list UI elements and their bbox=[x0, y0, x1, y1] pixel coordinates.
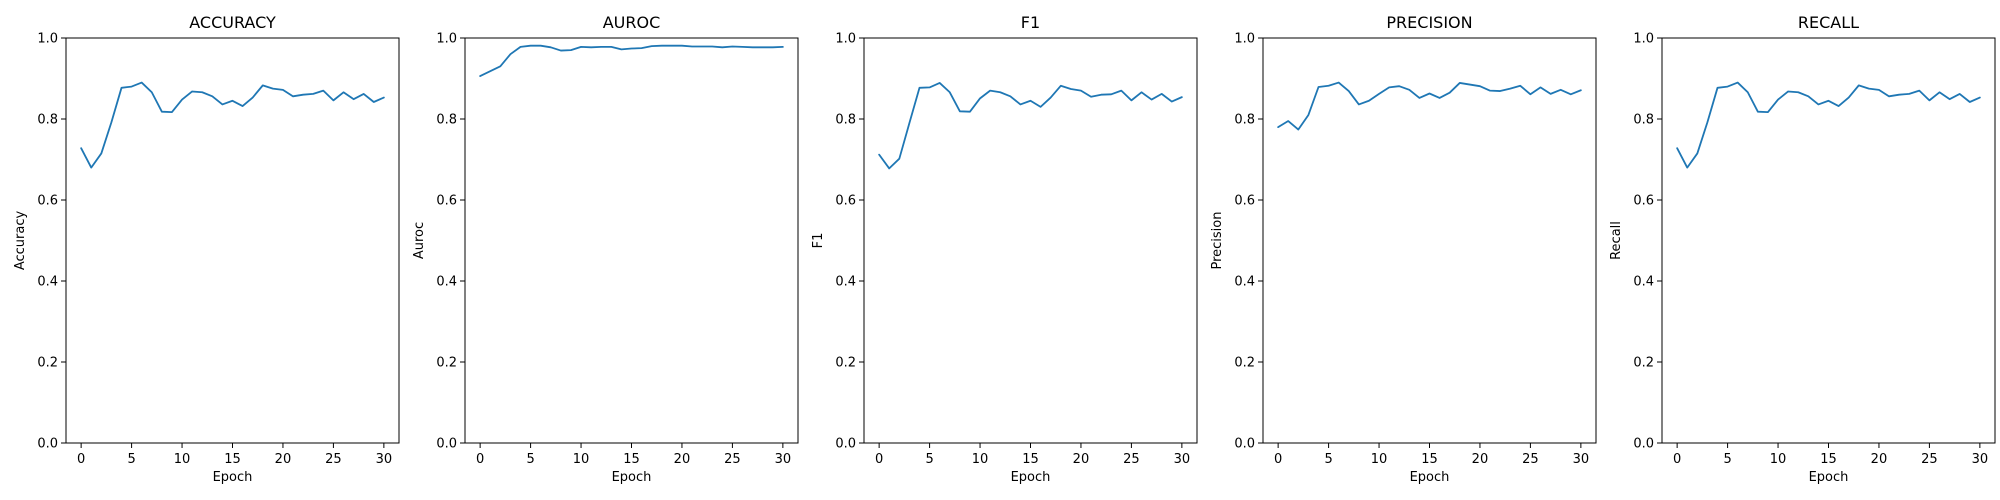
x-tick-label: 30 bbox=[775, 452, 792, 467]
x-tick-label: 0 bbox=[1274, 452, 1282, 467]
x-tick-label: 30 bbox=[1174, 452, 1191, 467]
y-tick-label: 0.8 bbox=[1633, 113, 1654, 128]
x-axis-label: Epoch bbox=[213, 470, 253, 485]
x-tick-label: 25 bbox=[724, 452, 741, 467]
series-line-accuracy bbox=[80, 81, 385, 169]
x-tick-label: 25 bbox=[1522, 452, 1539, 467]
x-tick-label: 20 bbox=[1073, 452, 1090, 467]
panel-auroc: AUROC 0.0 0.2 0.4 0.6 0.8 1.0 0 5 10 15 20 25 30 Epoch… bbox=[412, 13, 799, 485]
y-tick-label: 0.6 bbox=[436, 194, 457, 209]
x-tick-label: 10 bbox=[174, 452, 191, 467]
plot-frame bbox=[1661, 37, 1996, 444]
plot-frame bbox=[464, 37, 799, 444]
x-tick-label: 25 bbox=[325, 452, 342, 467]
x-tick-label: 15 bbox=[1022, 452, 1039, 467]
series-line-f1 bbox=[878, 82, 1183, 170]
panel-title: ACCURACY bbox=[189, 13, 276, 32]
y-tick-label: 0.8 bbox=[436, 113, 457, 128]
x-tick-label: 15 bbox=[1421, 452, 1438, 467]
x-tick-label: 0 bbox=[875, 452, 883, 467]
x-tick-label: 20 bbox=[674, 452, 691, 467]
y-tick-label: 0.8 bbox=[1234, 113, 1255, 128]
y-tick-label: 0.6 bbox=[1234, 194, 1255, 209]
y-tick-label: 0.6 bbox=[835, 194, 856, 209]
panel-recall: RECALL 0.0 0.2 0.4 0.6 0.8 1.0 0 5 10 15 20 25 30 Epoc… bbox=[1609, 13, 1996, 485]
plot-frame bbox=[863, 37, 1198, 444]
x-tick-label: 5 bbox=[127, 452, 135, 467]
y-tick-label: 0.0 bbox=[436, 437, 457, 452]
y-tick-label: 0.4 bbox=[37, 275, 58, 290]
y-tick-label: 1.0 bbox=[835, 32, 856, 47]
y-tick-label: 0.4 bbox=[436, 275, 457, 290]
x-axis-label: Epoch bbox=[612, 470, 652, 485]
y-axis-label: Accuracy bbox=[13, 211, 28, 271]
y-tick-label: 0.2 bbox=[1234, 356, 1255, 371]
y-tick-label: 0.0 bbox=[835, 437, 856, 452]
panel-title: RECALL bbox=[1798, 13, 1859, 32]
y-tick-label: 0.0 bbox=[37, 437, 58, 452]
x-tick-label: 10 bbox=[573, 452, 590, 467]
y-tick-label: 0.8 bbox=[37, 113, 58, 128]
y-tick-label: 0.2 bbox=[835, 356, 856, 371]
x-axis-label: Epoch bbox=[1410, 470, 1450, 485]
y-tick-label: 0.2 bbox=[1633, 356, 1654, 371]
y-tick-label: 0.4 bbox=[1633, 275, 1654, 290]
x-axis-label: Epoch bbox=[1809, 470, 1849, 485]
series-line-precision bbox=[1277, 81, 1582, 131]
series-line-auroc bbox=[479, 44, 784, 77]
x-tick-label: 5 bbox=[1723, 452, 1731, 467]
y-tick-label: 0.4 bbox=[835, 275, 856, 290]
x-tick-label: 20 bbox=[1472, 452, 1489, 467]
x-tick-label: 25 bbox=[1921, 452, 1938, 467]
x-axis-label: Epoch bbox=[1011, 470, 1051, 485]
panel-accuracy: ACCURACY 0.0 0.2 0.4 0.6 0.8 1.0 0 5 10 15 20 25 30 Ep… bbox=[13, 13, 400, 485]
y-tick-label: 1.0 bbox=[436, 32, 457, 47]
subplot-panels: ACCURACY 0.0 0.2 0.4 0.6 0.8 1.0 0 5 10 15 20 25 30 Ep… bbox=[13, 13, 1996, 485]
y-axis-label: Recall bbox=[1609, 221, 1624, 260]
x-tick-label: 15 bbox=[623, 452, 640, 467]
x-tick-label: 10 bbox=[1371, 452, 1388, 467]
x-tick-label: 5 bbox=[526, 452, 534, 467]
y-axis-label: F1 bbox=[811, 233, 826, 249]
x-tick-label: 30 bbox=[1972, 452, 1989, 467]
y-tick-label: 1.0 bbox=[1633, 32, 1654, 47]
y-tick-label: 1.0 bbox=[1234, 32, 1255, 47]
y-tick-label: 0.4 bbox=[1234, 275, 1255, 290]
panel-precision: PRECISION 0.0 0.2 0.4 0.6 0.8 1.0 0 5 10 15 20 25 30 E… bbox=[1210, 13, 1597, 485]
y-tick-label: 0.0 bbox=[1234, 437, 1255, 452]
y-tick-label: 0.6 bbox=[37, 194, 58, 209]
x-tick-label: 15 bbox=[224, 452, 241, 467]
x-tick-label: 0 bbox=[77, 452, 85, 467]
plot-frame bbox=[65, 37, 400, 444]
y-tick-label: 0.6 bbox=[1633, 194, 1654, 209]
x-tick-label: 5 bbox=[925, 452, 933, 467]
y-tick-label: 0.2 bbox=[436, 356, 457, 371]
y-axis-label: Auroc bbox=[412, 222, 427, 259]
x-tick-label: 30 bbox=[376, 452, 393, 467]
x-tick-label: 20 bbox=[1871, 452, 1888, 467]
y-axis-label: Precision bbox=[1210, 211, 1225, 269]
panel-title: PRECISION bbox=[1386, 13, 1472, 32]
x-tick-label: 30 bbox=[1573, 452, 1590, 467]
x-tick-label: 10 bbox=[972, 452, 989, 467]
x-tick-label: 25 bbox=[1123, 452, 1140, 467]
panel-title: F1 bbox=[1021, 13, 1040, 32]
plot-frame bbox=[1262, 37, 1597, 444]
panel-title: AUROC bbox=[603, 13, 661, 32]
x-tick-label: 0 bbox=[476, 452, 484, 467]
x-tick-label: 15 bbox=[1820, 452, 1837, 467]
x-tick-label: 5 bbox=[1324, 452, 1332, 467]
panel-f1: F1 0.0 0.2 0.4 0.6 0.8 1.0 0 5 10 15 20 25 30 Epoch F1 bbox=[811, 13, 1198, 485]
x-tick-label: 10 bbox=[1770, 452, 1787, 467]
y-tick-label: 0.0 bbox=[1633, 437, 1654, 452]
y-tick-label: 0.8 bbox=[835, 113, 856, 128]
y-tick-label: 0.2 bbox=[37, 356, 58, 371]
series-line-recall bbox=[1676, 81, 1981, 169]
y-tick-label: 1.0 bbox=[37, 32, 58, 47]
x-tick-label: 20 bbox=[275, 452, 292, 467]
x-tick-label: 0 bbox=[1673, 452, 1681, 467]
